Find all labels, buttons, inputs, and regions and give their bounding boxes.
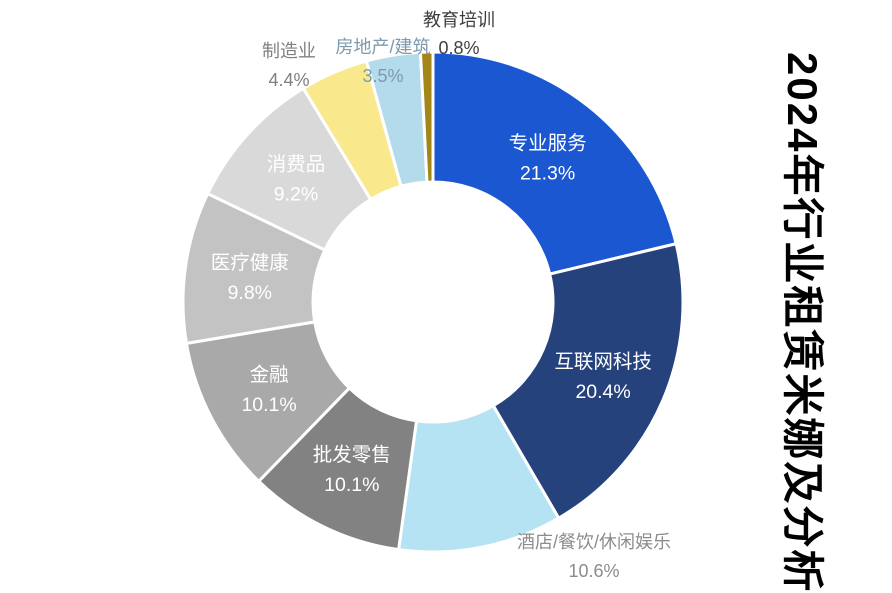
slice-inside-label-1: 专业服务 21.3%	[509, 133, 587, 185]
label-education-value: 0.8%	[438, 38, 480, 58]
label-manufacturing-value: 4.4%	[268, 70, 310, 90]
vertical-title: 2024年行业租赁米娜及分析	[779, 52, 826, 593]
slice-inside-label-4: 批发零售 10.1%	[313, 444, 391, 496]
label-real-estate-name: 房地产/建筑	[335, 37, 431, 57]
slice-inside-label-2: 互联网科技 20.4%	[554, 351, 652, 403]
label-manufacturing-name: 制造业	[262, 41, 316, 61]
label-hotel-value: 10.6%	[568, 561, 620, 581]
pie-slice-1	[431, 50, 678, 276]
label-hotel-catering-leisure: 酒店/餐饮/休闲娱乐 10.6%	[517, 528, 671, 586]
label-education-training: 教育培训 0.8%	[423, 6, 495, 62]
label-education-name: 教育培训	[423, 10, 495, 30]
pie-slice-10	[418, 50, 435, 184]
pie-slice-2	[491, 242, 685, 520]
slice-inside-label-5: 金融 10.1%	[241, 364, 296, 416]
slice-inside-label-7: 消费品 9.2%	[267, 154, 326, 206]
label-manufacturing: 制造业 4.4%	[262, 37, 316, 95]
slice-inside-label-6: 医疗健康 9.8%	[211, 252, 289, 304]
label-hotel-name: 酒店/餐饮/休闲娱乐	[516, 532, 672, 552]
donut-chart: 专业服务 21.3% 互联网科技 20.4% 批发零售 10.1% 金融 10.1% 医疗健康 9…	[181, 50, 685, 554]
label-real-estate-construction: 房地产/建筑 3.5%	[335, 33, 430, 91]
label-real-estate-value: 3.5%	[362, 66, 404, 86]
